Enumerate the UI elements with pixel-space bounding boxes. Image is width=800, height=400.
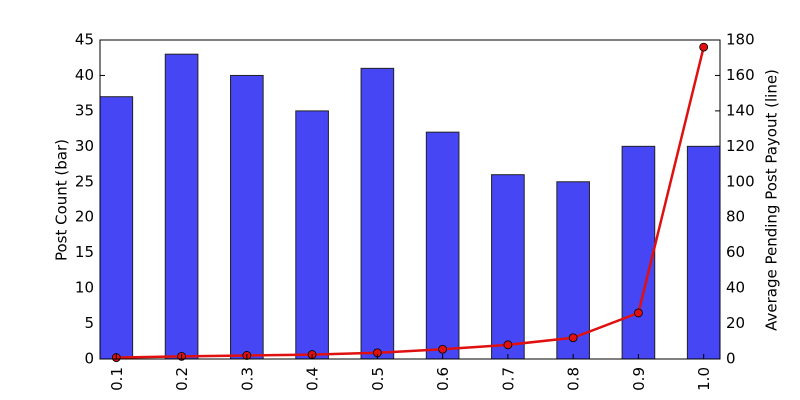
y-tick-label: 30	[75, 137, 94, 155]
y2-tick-label: 0	[726, 350, 736, 368]
line-marker	[438, 344, 448, 354]
plot-frame	[99, 39, 721, 360]
y-tick-label: 40	[75, 66, 94, 84]
bar	[295, 110, 329, 360]
line-marker	[634, 308, 643, 318]
bar	[230, 74, 264, 360]
y-tick-label: 35	[75, 101, 94, 119]
x-tick-label: 0.6	[434, 367, 452, 391]
line-marker	[568, 333, 578, 343]
line-marker	[503, 340, 513, 350]
y2-tick-label: 80	[726, 208, 745, 226]
x-tick-label: 0.2	[173, 367, 191, 391]
bar	[491, 174, 525, 360]
line	[116, 46, 705, 359]
y2-tick-label: 20	[726, 314, 745, 332]
bar	[556, 181, 590, 360]
y2-tick-label: 140	[726, 101, 755, 119]
y-tick-label: 5	[84, 314, 94, 332]
x-tick-label: 0.4	[304, 367, 322, 391]
bar	[164, 53, 199, 360]
x-tick-label: 0.7	[499, 367, 517, 391]
y2-tick-label: 120	[726, 137, 755, 155]
bar	[99, 96, 134, 360]
bar	[425, 131, 460, 360]
y-tick-label: 10	[75, 279, 94, 297]
y-axis-label: Post Count (bar)	[53, 139, 71, 261]
y-tick-label: 45	[75, 31, 94, 49]
y2-axis-label: Average Pending Post Payout (line)	[763, 69, 781, 331]
x-tick-label: 0.8	[565, 367, 583, 391]
x-tick-label: 0.1	[108, 367, 126, 391]
y2-tick-label: 160	[726, 66, 755, 84]
line-marker	[699, 42, 709, 52]
y-tick-label: 0	[84, 350, 94, 368]
y-tick-label: 15	[75, 243, 94, 261]
bar	[360, 67, 395, 360]
x-tick-label: 0.5	[369, 367, 387, 391]
bar	[686, 145, 721, 360]
y-tick-label: 20	[75, 208, 94, 226]
y2-tick-label: 100	[726, 172, 755, 190]
y2-tick-label: 180	[726, 31, 755, 49]
bar	[621, 145, 656, 360]
y-tick-label: 25	[75, 172, 94, 190]
x-tick-label: 0.3	[238, 367, 256, 391]
y2-tick-label: 40	[726, 279, 745, 297]
y2-tick-label: 60	[726, 243, 745, 261]
x-tick-label: 1.0	[695, 367, 713, 391]
x-tick-label: 0.9	[630, 367, 648, 391]
